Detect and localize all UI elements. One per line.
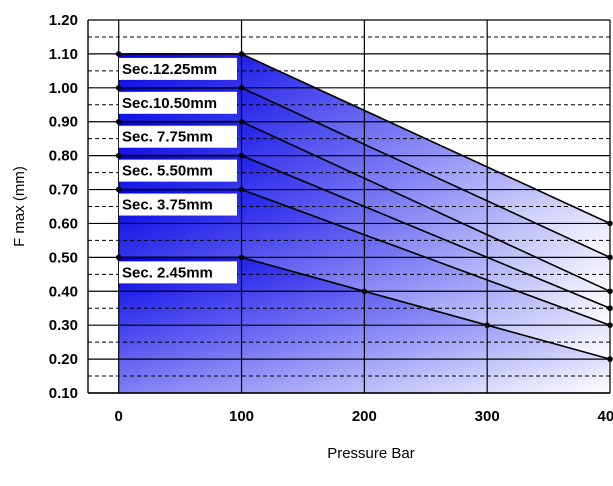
y-tick-label: 0.30 (49, 317, 78, 334)
y-tick-label: 1.00 (49, 80, 78, 97)
data-point (115, 118, 122, 125)
series-lines (115, 51, 613, 362)
series-label: Sec.10.50mm (122, 95, 217, 112)
series-label-box (119, 193, 237, 216)
y-tick-label: 1.10 (49, 46, 78, 63)
data-point (238, 118, 245, 125)
data-point (607, 322, 613, 328)
y-axis-label: F max (mm) (11, 166, 28, 247)
data-point (115, 152, 122, 159)
x-tick-label: 200 (352, 408, 377, 425)
data-point (238, 152, 245, 159)
x-tick-label: 400 (597, 408, 613, 425)
data-point (115, 186, 122, 193)
x-tick-label: 300 (475, 408, 500, 425)
data-point (115, 254, 122, 261)
series-label-box (119, 125, 237, 148)
series-label: Sec. 2.45mm (122, 264, 213, 281)
y-tick-label: 0.40 (49, 283, 78, 300)
data-point (484, 322, 490, 328)
data-point (115, 85, 122, 91)
x-tick-label: 0 (115, 408, 123, 425)
y-tick-label: 0.90 (49, 114, 78, 131)
data-point (607, 220, 613, 227)
data-point (238, 51, 245, 57)
series-label-box (119, 57, 237, 80)
series-label: Sec. 5.50mm (122, 163, 213, 180)
data-point (607, 305, 613, 312)
data-point (238, 254, 245, 261)
data-point (115, 51, 122, 57)
y-tick-label: 0.10 (49, 385, 78, 402)
y-tick-label: 0.60 (49, 215, 78, 232)
data-point (607, 254, 613, 261)
tick-labels: 0.10 0.20 0.30 0.40 0.50 0.60 0.70 0.80 0.90 1.00… (49, 12, 613, 425)
data-point (607, 288, 613, 295)
x-tick-label: 100 (229, 408, 254, 425)
y-tick-label: 0.50 (49, 249, 78, 266)
data-point (361, 288, 368, 295)
series-label: Sec. 7.75mm (122, 129, 213, 146)
y-tick-label: 0.80 (49, 148, 78, 165)
data-point (238, 186, 245, 193)
y-tick-label: 0.20 (49, 351, 78, 368)
series-label-box (119, 91, 237, 114)
series-label-box (119, 159, 237, 182)
y-tick-label: 1.20 (49, 12, 78, 29)
series-labels: Sec.12.25mm Sec.10.50mm Sec. 7.75mm Sec. 5.… (119, 57, 237, 284)
series-label: Sec.12.25mm (122, 61, 217, 78)
data-point (238, 85, 245, 91)
series-label: Sec. 3.75mm (122, 197, 213, 214)
x-axis-label: Pressure Bar (327, 445, 415, 462)
series-label-box (119, 261, 237, 284)
plot-frame (87, 20, 610, 394)
data-point (607, 356, 613, 362)
y-tick-label: 0.70 (49, 182, 78, 199)
